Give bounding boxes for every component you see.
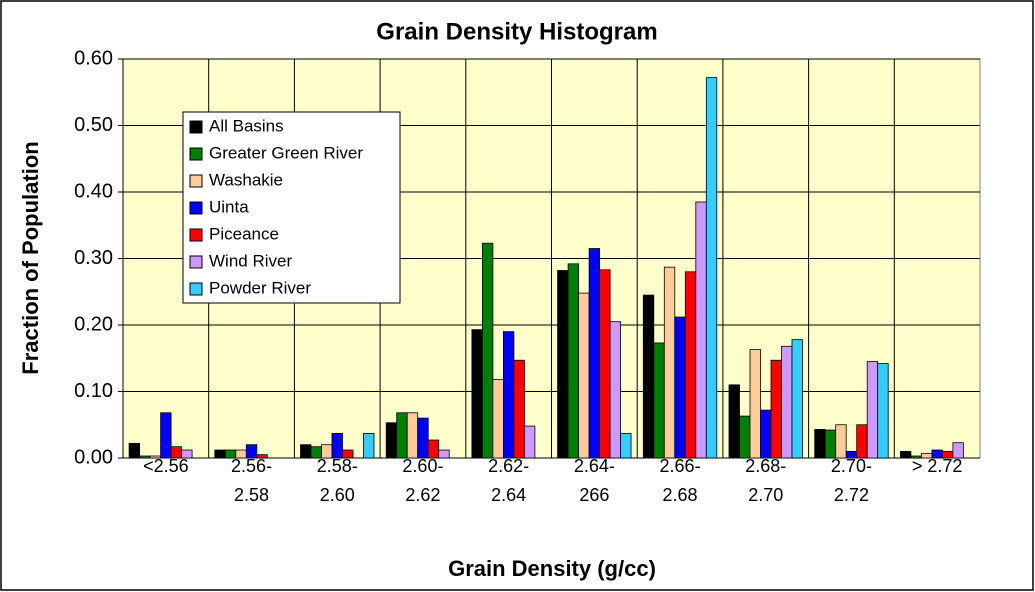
bar bbox=[396, 412, 408, 459]
legend-label: Piceance bbox=[209, 224, 279, 243]
bar bbox=[524, 425, 536, 459]
bar bbox=[877, 363, 889, 459]
bar bbox=[385, 422, 398, 459]
legend-label: Uinta bbox=[209, 197, 249, 216]
legend-swatch bbox=[189, 120, 203, 134]
bar bbox=[149, 455, 162, 459]
bar bbox=[300, 444, 312, 459]
bar bbox=[139, 455, 151, 459]
y-tick-label: 0.60 bbox=[74, 47, 113, 69]
x-tick-label: 2.56-2.58 bbox=[231, 456, 272, 505]
legend-swatch bbox=[189, 147, 203, 161]
bar bbox=[845, 450, 858, 459]
y-tick-label: 0.30 bbox=[74, 247, 113, 269]
bar bbox=[684, 271, 697, 459]
bar bbox=[781, 345, 793, 459]
bar bbox=[705, 77, 718, 459]
x-tick-label: > 2.72 bbox=[912, 456, 963, 476]
bar bbox=[438, 449, 450, 459]
legend-label: All Basins bbox=[209, 116, 284, 135]
bar bbox=[749, 349, 761, 459]
bar bbox=[502, 331, 515, 459]
x-tick-label: 2.64-266 bbox=[574, 456, 615, 505]
bar bbox=[588, 248, 600, 459]
bar bbox=[620, 432, 632, 459]
bar bbox=[900, 450, 912, 459]
bar bbox=[824, 429, 837, 459]
y-tick-label: 0.50 bbox=[74, 114, 113, 136]
bar bbox=[331, 432, 343, 459]
legend-label: Greater Green River bbox=[209, 143, 363, 162]
x-tick-label: 2.62-2.64 bbox=[488, 456, 529, 505]
bar bbox=[492, 379, 504, 459]
bar bbox=[921, 452, 933, 459]
bar bbox=[599, 269, 611, 459]
x-tick-label: 2.58-2.60 bbox=[317, 456, 358, 505]
legend-swatch bbox=[189, 282, 203, 296]
legend-swatch bbox=[189, 174, 203, 188]
legend-label: Powder River bbox=[209, 278, 311, 297]
x-tick-label: 2.68-2.70 bbox=[745, 456, 786, 505]
bar bbox=[557, 270, 569, 459]
bar bbox=[835, 424, 847, 459]
y-tick-label: 0.00 bbox=[74, 446, 113, 468]
bar bbox=[814, 429, 826, 459]
x-tick-label: 2.66-2.68 bbox=[660, 456, 701, 505]
bar bbox=[160, 412, 172, 459]
bar bbox=[695, 201, 707, 459]
bar bbox=[728, 384, 740, 459]
y-tick-label: 0.10 bbox=[74, 380, 113, 402]
bar bbox=[224, 449, 237, 459]
bar bbox=[942, 450, 954, 459]
bar bbox=[770, 359, 782, 459]
bar bbox=[417, 417, 429, 459]
bar bbox=[427, 439, 440, 459]
chart-title: Grain Density Histogram bbox=[376, 18, 657, 45]
bar bbox=[609, 321, 621, 459]
bar bbox=[170, 446, 183, 459]
bar bbox=[952, 442, 964, 459]
y-axis-label: Fraction of Population bbox=[18, 141, 43, 374]
legend-label: Wind River bbox=[209, 251, 292, 270]
bar bbox=[931, 449, 943, 459]
bar bbox=[406, 412, 419, 459]
x-axis-label: Grain Density (g/cc) bbox=[448, 556, 656, 581]
bar bbox=[321, 444, 333, 459]
bar bbox=[567, 263, 579, 459]
bar bbox=[235, 449, 247, 459]
bar bbox=[653, 342, 665, 459]
bar bbox=[513, 359, 525, 459]
bar bbox=[642, 294, 655, 459]
legend-box bbox=[182, 111, 401, 304]
y-tick-label: 0.20 bbox=[74, 313, 113, 335]
bar bbox=[866, 361, 879, 459]
bar bbox=[181, 449, 193, 459]
bar bbox=[739, 415, 751, 459]
bar bbox=[363, 432, 375, 459]
bar bbox=[128, 442, 141, 459]
x-tick-label: 2.70-2.72 bbox=[831, 456, 872, 505]
bar bbox=[578, 292, 590, 459]
x-tick-label: <2.56 bbox=[143, 456, 189, 476]
legend-label: Washakie bbox=[209, 170, 283, 189]
bar bbox=[760, 409, 772, 459]
bar bbox=[910, 455, 922, 459]
bar bbox=[674, 316, 686, 459]
bar bbox=[856, 424, 868, 459]
bar bbox=[791, 339, 803, 459]
legend-swatch bbox=[189, 228, 203, 242]
legend-swatch bbox=[189, 201, 203, 215]
bar bbox=[245, 444, 258, 459]
bar bbox=[342, 449, 354, 459]
y-tick-label: 0.40 bbox=[74, 180, 113, 202]
bar bbox=[310, 446, 322, 459]
legend-swatch bbox=[189, 255, 203, 269]
bar bbox=[471, 329, 483, 459]
bar bbox=[663, 266, 676, 459]
bar bbox=[256, 454, 268, 459]
bar bbox=[481, 242, 494, 459]
bar bbox=[214, 449, 226, 459]
x-tick-label: 2.60-2.62 bbox=[402, 456, 443, 505]
